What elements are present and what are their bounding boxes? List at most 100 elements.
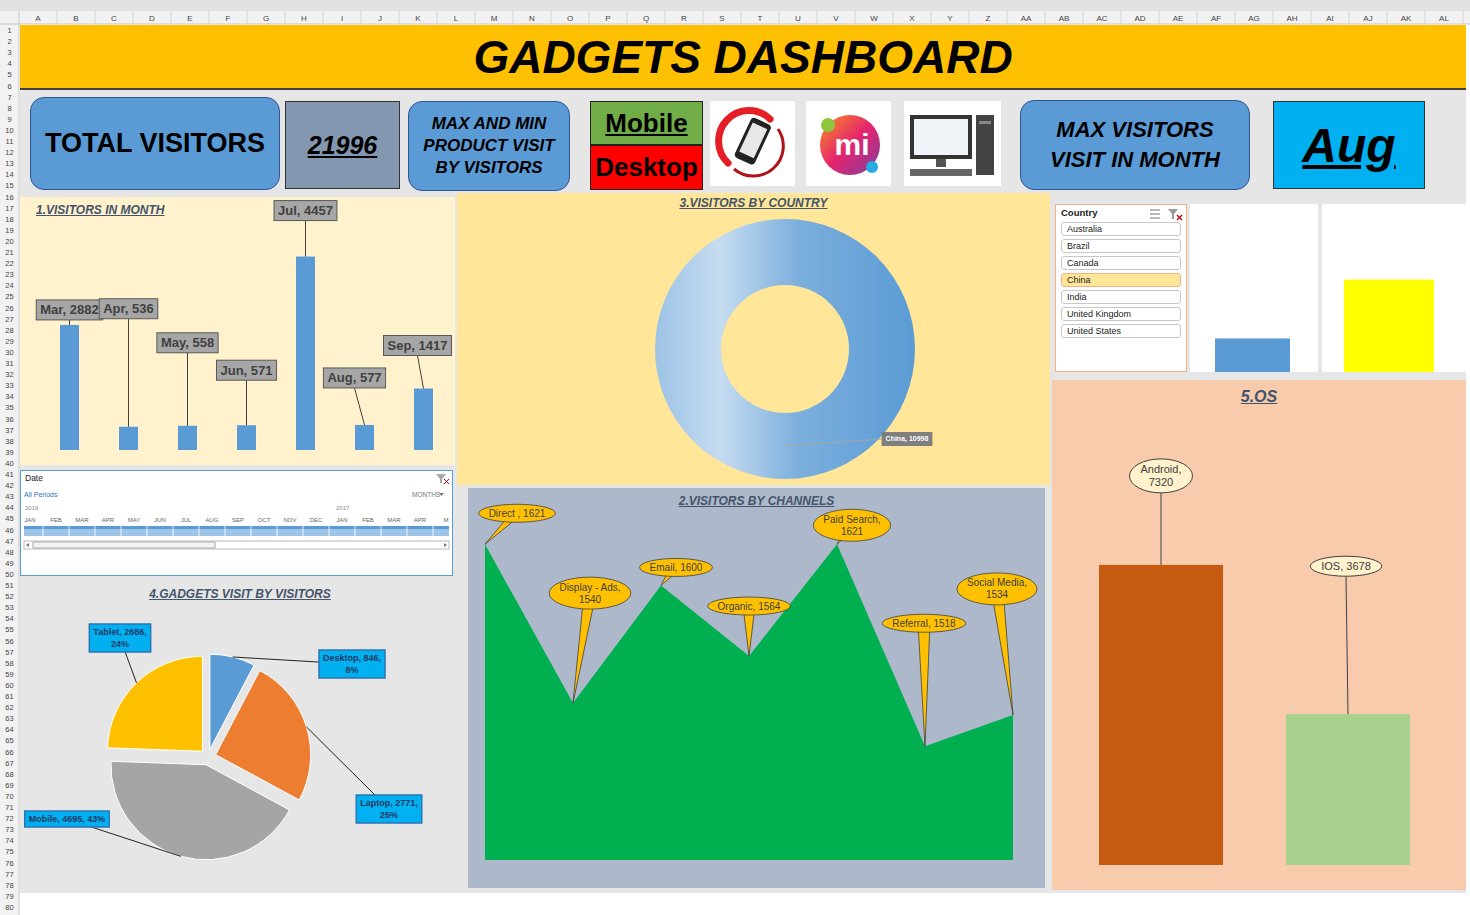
- svg-text:C: C: [111, 14, 117, 23]
- svg-text:Referral, 1518: Referral, 1518: [892, 618, 956, 629]
- svg-text:Aug, 577: Aug, 577: [327, 370, 381, 385]
- svg-text:O: O: [567, 14, 573, 23]
- svg-text:31: 31: [5, 359, 13, 368]
- svg-text:OCT: OCT: [258, 517, 271, 523]
- svg-text:DEC: DEC: [310, 517, 323, 523]
- svg-text:30: 30: [5, 348, 13, 357]
- svg-text:JAN: JAN: [336, 517, 347, 523]
- svg-text:S: S: [719, 14, 724, 23]
- svg-text:1540: 1540: [579, 594, 602, 605]
- svg-text:F: F: [226, 14, 231, 23]
- svg-text:54: 54: [5, 614, 13, 623]
- svg-text:B: B: [73, 14, 78, 23]
- svg-text:24%: 24%: [111, 639, 129, 649]
- svg-text:Android,: Android,: [1141, 463, 1182, 475]
- svg-text:64: 64: [5, 725, 13, 734]
- svg-text:P: P: [605, 14, 610, 23]
- svg-text:22: 22: [5, 259, 13, 268]
- svg-text:75: 75: [5, 847, 13, 856]
- svg-text:34: 34: [5, 392, 13, 401]
- svg-text:H: H: [301, 14, 307, 23]
- svg-text:AG: AG: [1248, 14, 1260, 23]
- svg-text:N: N: [529, 14, 535, 23]
- svg-text:17: 17: [5, 204, 13, 213]
- svg-text:Direct , 1621: Direct , 1621: [489, 508, 546, 519]
- svg-text:76: 76: [5, 859, 13, 868]
- svg-text:77: 77: [5, 870, 13, 879]
- svg-text:2: 2: [7, 37, 11, 46]
- svg-text:MAR: MAR: [387, 517, 401, 523]
- svg-text:44: 44: [5, 503, 13, 512]
- svg-text:51: 51: [5, 581, 13, 590]
- svg-text:6: 6: [7, 82, 11, 91]
- svg-text:49: 49: [5, 559, 13, 568]
- svg-text:7320: 7320: [1149, 476, 1173, 488]
- svg-text:FEB: FEB: [362, 517, 374, 523]
- svg-text:L: L: [454, 14, 459, 23]
- svg-text:18: 18: [5, 215, 13, 224]
- svg-text:AL: AL: [1439, 14, 1449, 23]
- svg-text:36: 36: [5, 415, 13, 424]
- svg-text:M: M: [491, 14, 498, 23]
- svg-text:53: 53: [5, 603, 13, 612]
- svg-text:A: A: [35, 14, 41, 23]
- svg-text:MONTHS: MONTHS: [412, 491, 441, 498]
- svg-text:66: 66: [5, 748, 13, 757]
- svg-text:MAY: MAY: [128, 517, 141, 523]
- svg-text:May, 558: May, 558: [161, 335, 214, 350]
- svg-text:67: 67: [5, 759, 13, 768]
- svg-text:23: 23: [5, 270, 13, 279]
- svg-text:JAN: JAN: [24, 517, 35, 523]
- svg-text:7: 7: [7, 93, 11, 102]
- svg-text:65: 65: [5, 736, 13, 745]
- svg-text:AE: AE: [1173, 14, 1184, 23]
- svg-text:AH: AH: [1286, 14, 1297, 23]
- svg-text:AK: AK: [1401, 14, 1412, 23]
- svg-text:39: 39: [5, 448, 13, 457]
- svg-text:28: 28: [5, 326, 13, 335]
- svg-text:40: 40: [5, 459, 13, 468]
- svg-text:80: 80: [5, 903, 13, 912]
- svg-text:50: 50: [5, 570, 13, 579]
- svg-text:11: 11: [6, 137, 14, 146]
- svg-text:V: V: [833, 14, 839, 23]
- svg-text:5: 5: [7, 70, 11, 79]
- svg-text:Mar, 2882: Mar, 2882: [40, 302, 99, 317]
- svg-text:Email, 1600: Email, 1600: [650, 562, 703, 573]
- svg-text:72: 72: [5, 814, 13, 823]
- svg-text:8%: 8%: [345, 665, 358, 675]
- svg-text:16: 16: [5, 193, 13, 202]
- svg-text:12: 12: [5, 148, 13, 157]
- svg-text:46: 46: [5, 526, 13, 535]
- svg-text:R: R: [681, 14, 687, 23]
- svg-text:Y: Y: [947, 14, 953, 23]
- svg-text:D: D: [149, 14, 155, 23]
- svg-text:48: 48: [5, 548, 13, 557]
- svg-text:U: U: [795, 14, 801, 23]
- svg-text:71: 71: [5, 803, 13, 812]
- svg-text:14: 14: [5, 170, 13, 179]
- svg-text:63: 63: [5, 714, 13, 723]
- svg-text:Paid Search,: Paid Search,: [823, 514, 880, 525]
- svg-text:MAR: MAR: [75, 517, 89, 523]
- svg-text:Z: Z: [986, 14, 991, 23]
- svg-text:2016: 2016: [25, 505, 39, 511]
- svg-text:15: 15: [5, 181, 13, 190]
- svg-text:35: 35: [5, 403, 13, 412]
- svg-text:AUG: AUG: [205, 517, 218, 523]
- svg-text:K: K: [415, 14, 421, 23]
- svg-text:APR: APR: [102, 517, 115, 523]
- svg-text:AB: AB: [1059, 14, 1070, 23]
- svg-text:24: 24: [5, 281, 13, 290]
- svg-text:3: 3: [7, 48, 11, 57]
- svg-text:1621: 1621: [841, 526, 864, 537]
- svg-text:Sep, 1417: Sep, 1417: [388, 338, 448, 353]
- svg-text:8: 8: [7, 104, 11, 113]
- svg-text:69: 69: [5, 781, 13, 790]
- svg-text:25: 25: [5, 292, 13, 301]
- svg-text:FEB: FEB: [50, 517, 62, 523]
- svg-text:Jun, 571: Jun, 571: [220, 363, 272, 378]
- svg-text:47: 47: [5, 537, 13, 546]
- svg-text:Q: Q: [643, 14, 649, 23]
- svg-text:AF: AF: [1211, 14, 1221, 23]
